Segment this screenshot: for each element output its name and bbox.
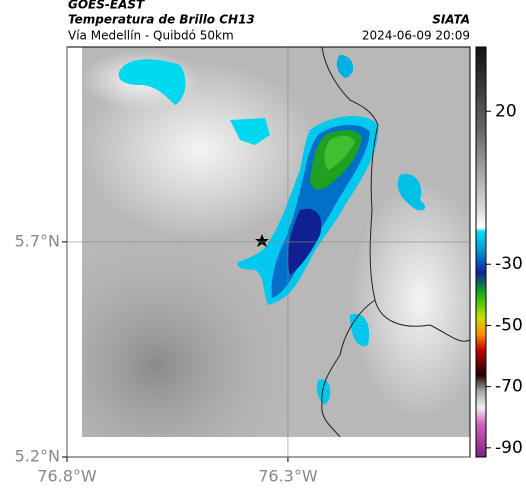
colorbar-tick-label: -90	[495, 438, 523, 458]
colorbar-tick-label: 20	[495, 101, 517, 121]
x-tick-label: 76.8°W	[37, 467, 97, 486]
colorbar	[475, 46, 487, 458]
route: Vía Medellín - Quibdó 50km	[68, 29, 234, 43]
source: SIATA	[432, 13, 470, 27]
satellite-image	[80, 46, 490, 438]
y-tick-label: 5.7°N	[15, 231, 60, 250]
x-tick-label: 76.3°W	[258, 467, 318, 486]
product: Temperatura de Brillo CH13	[68, 13, 255, 27]
colorbar-tick-label: -50	[495, 315, 523, 335]
colorbar-tick-label: -30	[495, 254, 523, 274]
colorbar-tick-label: -70	[495, 377, 523, 397]
datetime: 2024-06-09 20:09	[362, 29, 470, 43]
y-tick-label: 5.2°N	[15, 447, 60, 466]
satellite: GOES-EAST	[68, 0, 145, 12]
